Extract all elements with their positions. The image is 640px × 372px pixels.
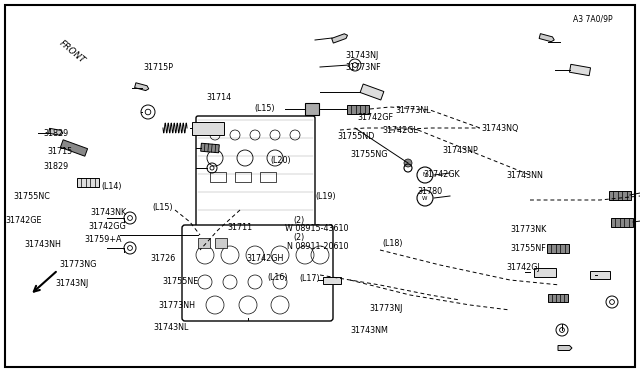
Text: 31743NK: 31743NK [90,208,126,217]
Text: 31755NG: 31755NG [351,150,388,159]
Polygon shape [558,346,572,350]
Text: 31711: 31711 [227,223,252,232]
Text: (L15): (L15) [152,203,173,212]
Text: 31755NE: 31755NE [162,278,198,286]
Text: 31773NG: 31773NG [60,260,97,269]
Text: 31726: 31726 [151,254,176,263]
Text: 31773NH: 31773NH [158,301,195,310]
Text: 31715: 31715 [47,147,72,155]
Text: (L20): (L20) [270,156,291,165]
Text: 31743NJ: 31743NJ [55,279,88,288]
Text: (L18): (L18) [383,239,403,248]
Text: (L17): (L17) [300,274,320,283]
Polygon shape [77,177,99,186]
Text: 31743NP: 31743NP [443,146,479,155]
Bar [210,172,226,182]
Polygon shape [347,105,369,113]
Text: 31742GL: 31742GL [383,126,419,135]
Bar [305,103,319,115]
Text: 31773NJ: 31773NJ [370,304,403,312]
Bar [235,172,251,182]
Text: 31743NL: 31743NL [154,323,189,332]
Polygon shape [611,218,633,227]
Polygon shape [539,33,554,42]
Polygon shape [60,140,88,156]
Text: 31714: 31714 [206,93,231,102]
Text: 31743NM: 31743NM [351,326,388,335]
Text: W: W [422,196,428,201]
Bar [215,238,227,248]
Text: 31829: 31829 [44,129,69,138]
Polygon shape [332,34,348,43]
Text: 31773NL: 31773NL [396,106,431,115]
Text: 31755NC: 31755NC [13,192,50,201]
FancyBboxPatch shape [196,116,315,232]
Polygon shape [134,83,148,90]
Text: 31755NF: 31755NF [511,244,547,253]
Text: 31780: 31780 [417,187,442,196]
Text: A3 7A0/9P: A3 7A0/9P [573,15,613,24]
Polygon shape [323,276,341,283]
Text: (L16): (L16) [268,273,288,282]
Text: 31743NN: 31743NN [507,171,544,180]
Text: N: N [423,173,427,177]
Polygon shape [590,271,610,279]
Polygon shape [609,190,631,199]
Bar [198,238,210,248]
Text: (2): (2) [293,233,305,242]
Text: W 08915-43610: W 08915-43610 [285,224,348,233]
Text: (L15): (L15) [255,104,275,113]
Text: 31755ND: 31755ND [338,132,375,141]
Polygon shape [570,64,591,76]
Text: 31743NJ: 31743NJ [346,51,379,60]
Text: N 08911-20610: N 08911-20610 [287,242,348,251]
Text: (L19): (L19) [315,192,335,201]
Text: 31715P: 31715P [144,63,173,72]
Polygon shape [201,143,220,153]
Polygon shape [360,84,384,100]
Text: (L14): (L14) [101,182,122,190]
Text: 31743NH: 31743NH [24,240,61,249]
Polygon shape [548,294,568,302]
Text: 31742GH: 31742GH [246,254,284,263]
Text: (2): (2) [293,216,305,225]
Circle shape [404,159,412,167]
Text: 31759+A: 31759+A [84,235,122,244]
Text: FRONT: FRONT [58,39,87,65]
Polygon shape [49,128,63,135]
Polygon shape [547,244,569,253]
Text: 31742GF: 31742GF [357,113,393,122]
Polygon shape [192,122,224,135]
Text: 31773NK: 31773NK [511,225,547,234]
Polygon shape [534,267,556,276]
Bar [260,172,276,182]
Text: 31829: 31829 [44,162,69,171]
Text: 31742GE: 31742GE [5,216,42,225]
FancyBboxPatch shape [182,225,333,321]
Text: 31742GK: 31742GK [424,170,460,179]
Text: 31742GJ: 31742GJ [507,263,541,272]
Text: 31773NF: 31773NF [346,63,381,72]
Text: 31742GG: 31742GG [88,222,126,231]
Text: 31743NQ: 31743NQ [481,124,518,133]
